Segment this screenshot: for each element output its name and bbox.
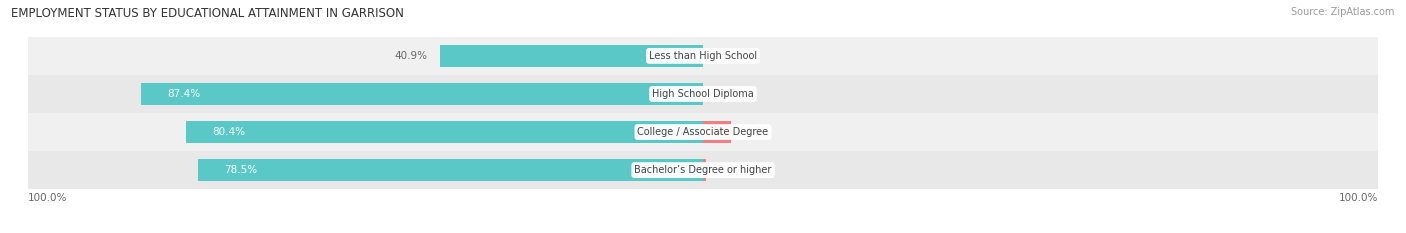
Bar [28, 113, 1378, 151]
Bar [28, 151, 1378, 189]
Text: 40.9%: 40.9% [394, 51, 427, 61]
Bar [198, 159, 703, 181]
Text: Source: ZipAtlas.com: Source: ZipAtlas.com [1291, 7, 1395, 17]
Text: 4.4%: 4.4% [744, 127, 770, 137]
Text: EMPLOYMENT STATUS BY EDUCATIONAL ATTAINMENT IN GARRISON: EMPLOYMENT STATUS BY EDUCATIONAL ATTAINM… [11, 7, 404, 20]
Bar [703, 121, 731, 143]
Bar [141, 83, 703, 105]
Text: 0.0%: 0.0% [716, 89, 742, 99]
Bar [28, 75, 1378, 113]
Bar [28, 37, 1378, 75]
Text: High School Diploma: High School Diploma [652, 89, 754, 99]
Bar [440, 45, 703, 67]
Text: 78.5%: 78.5% [224, 165, 257, 175]
Text: 80.4%: 80.4% [212, 127, 245, 137]
Text: College / Associate Degree: College / Associate Degree [637, 127, 769, 137]
Text: Less than High School: Less than High School [650, 51, 756, 61]
Bar [186, 121, 703, 143]
Text: 100.0%: 100.0% [1339, 193, 1378, 203]
Text: 87.4%: 87.4% [167, 89, 200, 99]
Text: 100.0%: 100.0% [28, 193, 67, 203]
Text: 0.0%: 0.0% [716, 51, 742, 61]
Text: 0.4%: 0.4% [718, 165, 745, 175]
Text: Bachelor’s Degree or higher: Bachelor’s Degree or higher [634, 165, 772, 175]
Bar [703, 159, 706, 181]
